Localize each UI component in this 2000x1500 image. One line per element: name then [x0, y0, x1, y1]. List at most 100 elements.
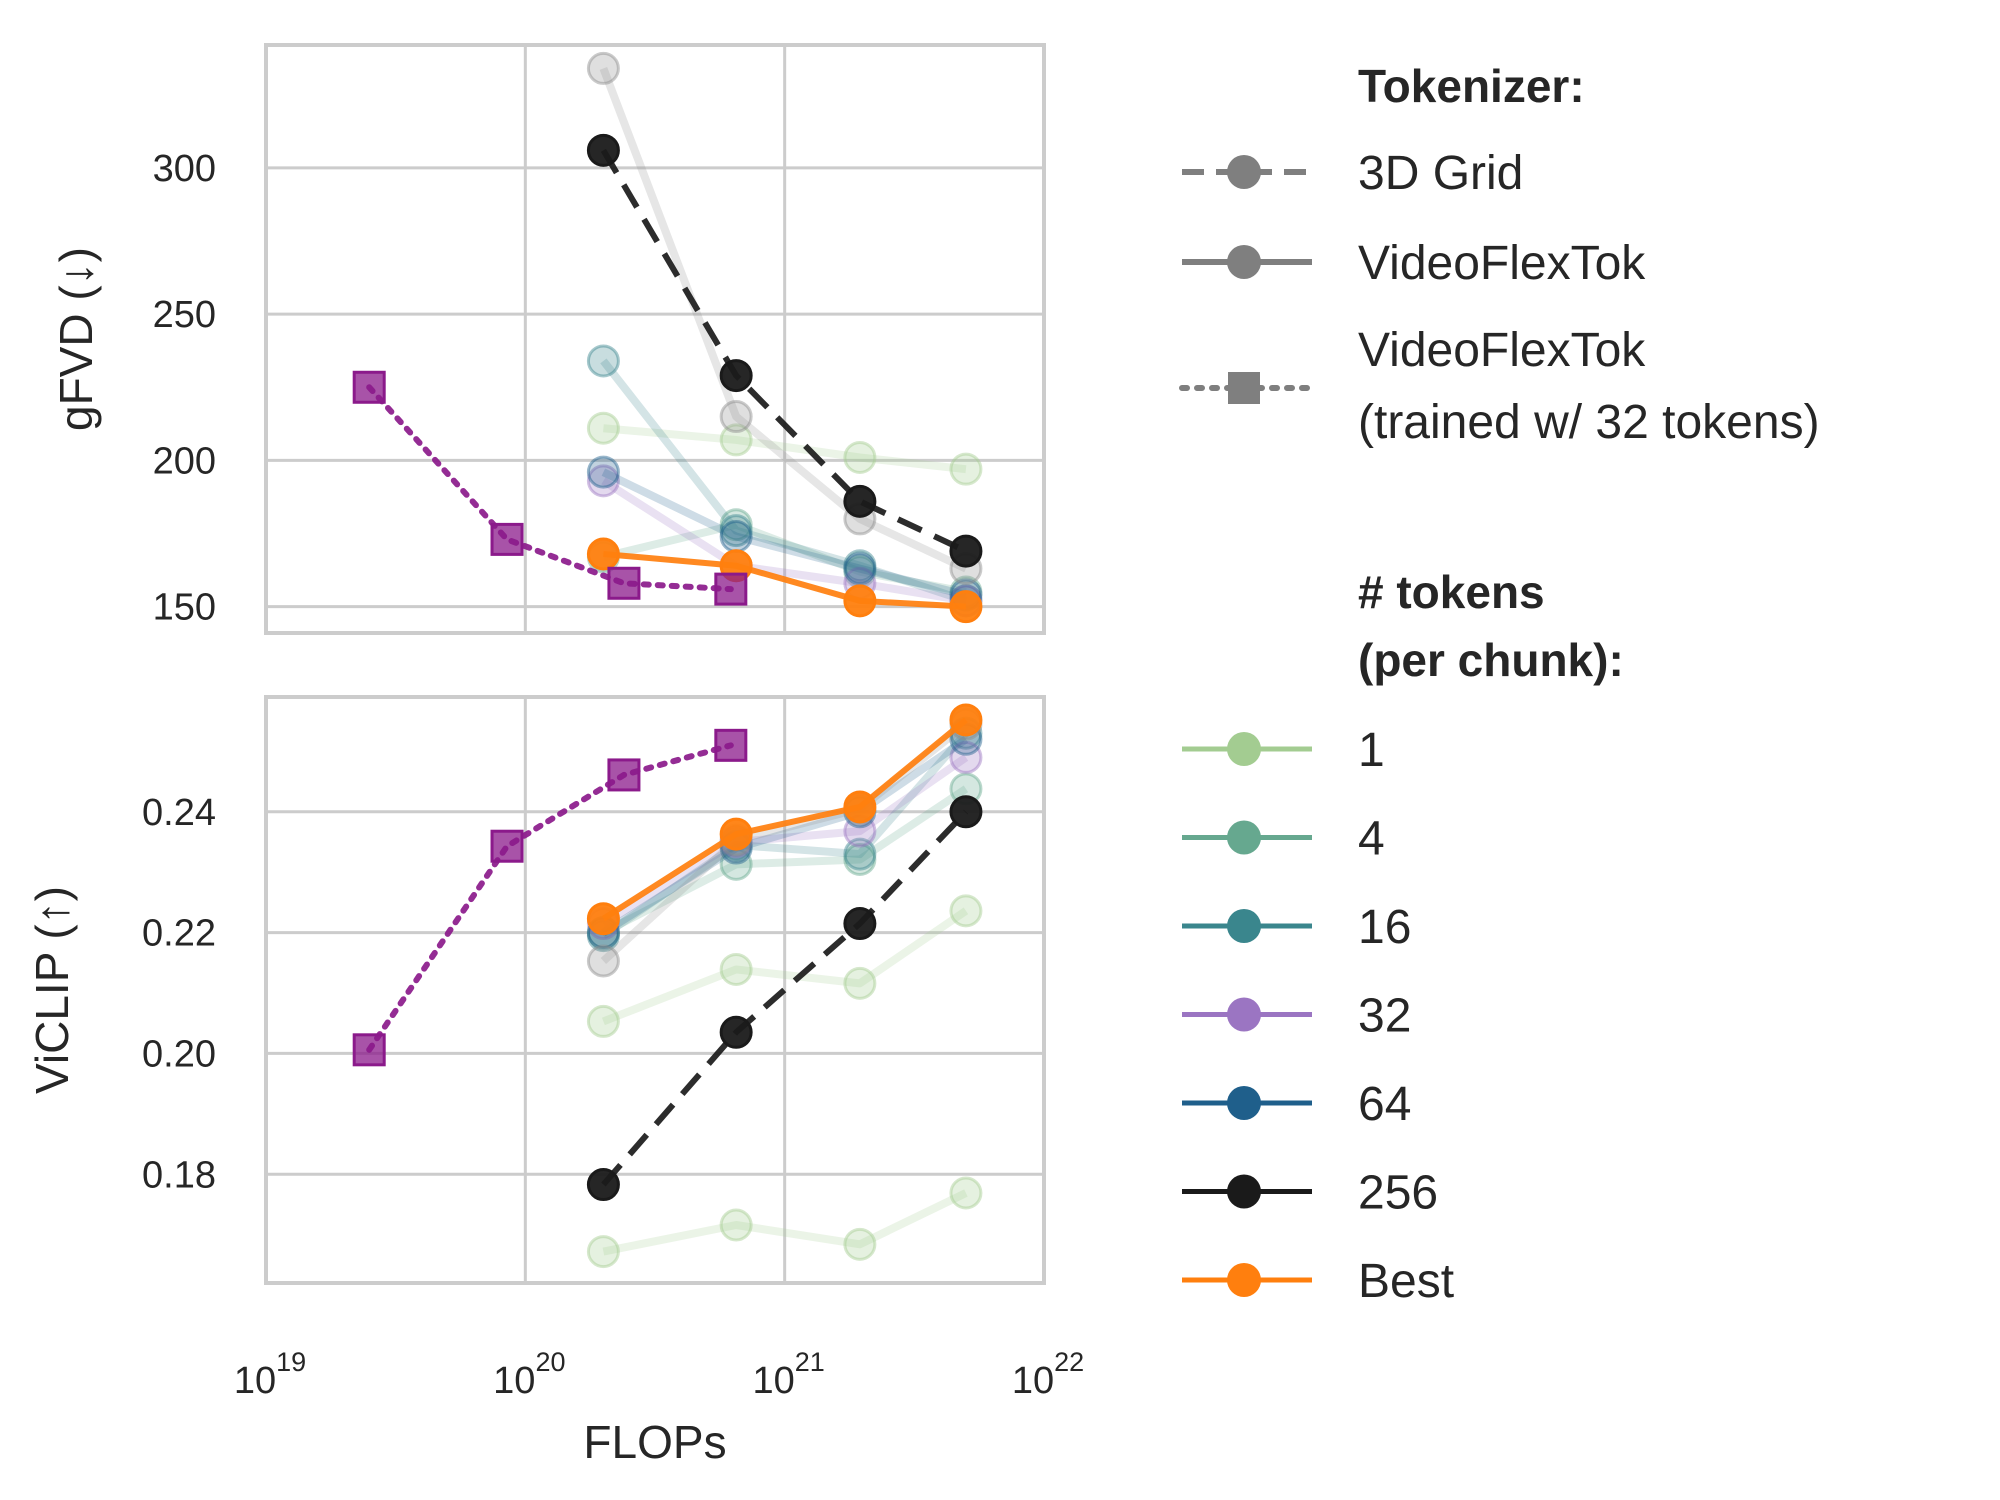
data-point	[843, 907, 877, 941]
legend-token-item-16: 16	[1182, 901, 1411, 954]
data-point-square	[352, 1033, 386, 1067]
data-point	[843, 440, 877, 474]
legend-label: Best	[1358, 1255, 1454, 1308]
series-line	[601, 477, 967, 605]
legend-tokens-title: (per chunk):	[1358, 634, 1624, 686]
data-point	[843, 552, 877, 586]
data-point	[586, 537, 620, 571]
series-line	[601, 468, 967, 599]
series-line	[599, 66, 968, 573]
data-point-square	[714, 572, 748, 606]
legend-label: VideoFlexTok	[1358, 237, 1646, 290]
legend-token-item-64: 64	[1182, 1078, 1411, 1131]
data-point	[949, 894, 983, 928]
data-point-square	[490, 829, 524, 863]
gfvd-plot-background	[266, 45, 1044, 633]
viclip-plot-frame	[264, 695, 1046, 1285]
gfvd-series-videoflextok-1	[586, 411, 983, 486]
viclip-plot-background	[266, 697, 1044, 1283]
legend-label: (trained w/ 32 tokens)	[1358, 396, 1820, 449]
gfvd-y-tick-labels: 150 200 250 300	[153, 148, 216, 629]
data-point	[719, 952, 753, 986]
x-tick-label: 1022	[1012, 1347, 1084, 1402]
legend-label: 256	[1358, 1167, 1438, 1220]
series-line	[603, 424, 967, 474]
gfvd-series-videoflextok-trained-w-32-tokens-32	[352, 370, 748, 606]
series-line	[601, 785, 969, 937]
data-point	[586, 902, 620, 936]
data-point	[843, 584, 877, 618]
data-point	[843, 484, 877, 518]
data-point	[843, 1227, 877, 1261]
data-point	[843, 966, 877, 1000]
legend-tokens-title: # tokens	[1358, 566, 1545, 618]
data-point	[949, 795, 983, 829]
data-point	[719, 423, 753, 457]
series-line	[602, 520, 967, 596]
legend-marker	[1227, 1174, 1261, 1209]
data-point	[719, 817, 753, 851]
legend-label: VideoFlexTok	[1358, 324, 1646, 377]
data-point	[586, 344, 620, 378]
data-point	[719, 519, 753, 553]
viclip-series-layer	[352, 703, 983, 1269]
data-point	[586, 411, 620, 445]
data-point	[949, 590, 983, 624]
viclip-series-videoflextok-best	[586, 703, 983, 936]
x-tick-labels: 1019 1020 1021 1022	[234, 1347, 1084, 1402]
data-point	[586, 1235, 620, 1269]
data-point	[843, 549, 877, 583]
legend-token-item-256: 256	[1182, 1167, 1438, 1220]
data-point	[586, 455, 620, 489]
x-tick-label: 1021	[753, 1347, 825, 1402]
gfvd-y-tick-label: 150	[153, 587, 216, 629]
data-point	[719, 400, 753, 434]
legend-label: 1	[1358, 724, 1385, 777]
x-tick-label: 1019	[234, 1347, 306, 1402]
data-point	[719, 359, 753, 393]
data-point	[719, 1015, 753, 1049]
gfvd-series-layer	[352, 51, 983, 624]
series-line	[366, 742, 734, 1053]
legend-marker	[1227, 909, 1261, 943]
gfvd-y-tick-label: 200	[153, 440, 216, 482]
data-point	[843, 790, 877, 824]
data-point	[949, 1176, 983, 1210]
viclip-y-tick-label: 0.18	[142, 1154, 216, 1196]
gfvd-series-videoflextok-best	[586, 537, 983, 624]
gfvd-y-tick-label: 300	[153, 148, 216, 190]
viclip-y-axis-label: ViCLIP (↑)	[26, 886, 78, 1094]
viclip-grid	[266, 697, 1044, 1283]
gfvd-plot-frame	[264, 43, 1046, 635]
legend-marker	[1227, 997, 1261, 1032]
legend-tokenizer-item: VideoFlexTok	[1182, 237, 1646, 290]
data-point	[586, 1004, 620, 1038]
data-point	[719, 1208, 753, 1242]
series-line	[600, 358, 968, 605]
viclip-series-videoflextok-1	[586, 1176, 983, 1269]
data-point	[586, 51, 620, 85]
x-axis-label: FLOPs	[583, 1416, 726, 1468]
data-point-square	[607, 758, 641, 792]
viclip-y-tick-label: 0.24	[142, 792, 216, 834]
data-point	[949, 703, 983, 737]
data-point	[719, 508, 753, 542]
data-point-square	[490, 522, 524, 556]
series-line	[366, 384, 734, 593]
data-point	[949, 452, 983, 486]
series-line	[601, 754, 969, 927]
data-point-square	[352, 370, 386, 404]
viclip-panel: 0.18 0.20 0.22 0.24 ViCLIP (↑)	[26, 695, 1046, 1285]
legend-marker	[1227, 1086, 1261, 1120]
legend-label: 32	[1358, 990, 1411, 1043]
data-point	[586, 464, 620, 498]
legend-tokenizer-item: VideoFlexTok (trained w/ 32 tokens)	[1179, 324, 1820, 449]
viclip-y-tick-label: 0.22	[142, 913, 216, 955]
viclip-series-3d-grid-256	[586, 795, 983, 1202]
data-point	[843, 843, 877, 877]
gfvd-grid	[266, 45, 1044, 633]
data-point-square	[607, 566, 641, 600]
legend-label: 16	[1358, 901, 1411, 954]
viclip-y-tick-labels: 0.18 0.20 0.22 0.24	[142, 792, 216, 1196]
